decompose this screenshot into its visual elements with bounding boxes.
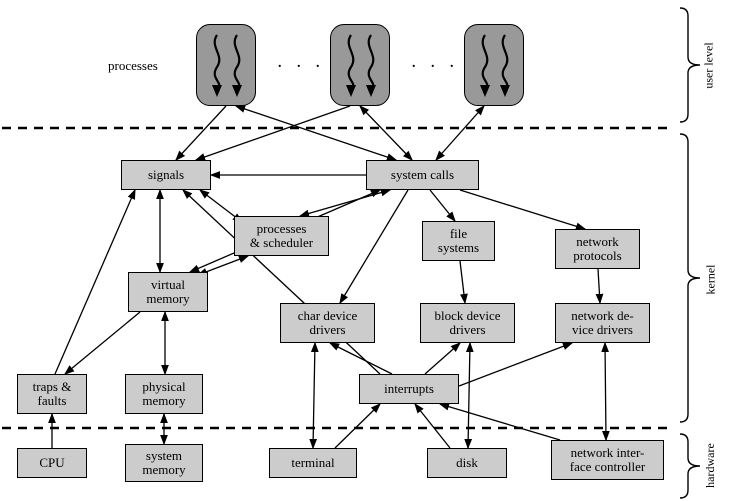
node-disk: disk — [427, 448, 507, 478]
process-box — [330, 24, 390, 106]
node-vmem: virtual memory — [128, 272, 208, 312]
layer-label-hardware: hardware — [703, 443, 718, 488]
dots-2: . . . — [412, 56, 460, 72]
processes-label: processes — [108, 58, 158, 74]
node-terminal: terminal — [269, 448, 357, 478]
node-procsched: processes & scheduler — [234, 216, 329, 256]
node-interrupts: interrupts — [359, 374, 459, 404]
node-traps: traps & faults — [17, 374, 87, 414]
node-sysmem: system memory — [125, 444, 203, 482]
node-blockdev: block device drivers — [420, 303, 515, 343]
layer-label-user: user level — [702, 42, 717, 88]
node-cpu: CPU — [17, 448, 87, 478]
node-nic: network inter- face controller — [551, 440, 664, 480]
node-physmem: physical memory — [125, 374, 203, 414]
node-syscalls: system calls — [366, 160, 479, 190]
node-filesys: file systems — [422, 221, 495, 261]
node-signals: signals — [121, 160, 211, 190]
node-netdev: network de- vice drivers — [555, 303, 650, 343]
process-box — [196, 24, 256, 106]
layer-label-kernel: kernel — [703, 265, 718, 295]
process-box — [464, 24, 524, 106]
dots-1: . . . — [278, 56, 326, 72]
node-chardev: char device drivers — [280, 303, 375, 343]
node-netproto: network protocols — [555, 229, 640, 269]
